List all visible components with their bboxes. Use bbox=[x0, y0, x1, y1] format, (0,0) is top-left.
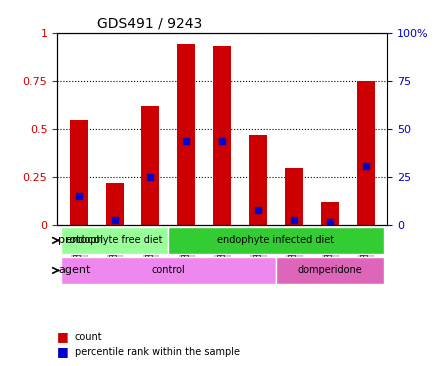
Bar bbox=[249, 135, 267, 225]
Text: GDS491 / 9243: GDS491 / 9243 bbox=[97, 16, 202, 30]
Text: domperidone: domperidone bbox=[297, 265, 362, 276]
Text: count: count bbox=[75, 332, 103, 342]
Bar bbox=[321, 202, 339, 225]
Text: endophyte infected diet: endophyte infected diet bbox=[217, 235, 334, 245]
Text: control: control bbox=[151, 265, 185, 276]
Text: ■: ■ bbox=[57, 330, 69, 343]
Text: endophyte free diet: endophyte free diet bbox=[66, 235, 163, 245]
Text: agent: agent bbox=[58, 265, 90, 276]
Text: percentile rank within the sample: percentile rank within the sample bbox=[75, 347, 240, 357]
Bar bbox=[142, 106, 159, 225]
Bar bbox=[106, 183, 124, 225]
Text: protocol: protocol bbox=[58, 235, 103, 245]
FancyBboxPatch shape bbox=[169, 227, 384, 254]
FancyBboxPatch shape bbox=[61, 227, 169, 254]
FancyBboxPatch shape bbox=[276, 257, 384, 284]
Bar bbox=[213, 46, 231, 225]
Text: ■: ■ bbox=[57, 345, 69, 358]
Bar bbox=[357, 81, 374, 225]
Bar bbox=[285, 168, 303, 225]
FancyBboxPatch shape bbox=[61, 257, 276, 284]
Bar bbox=[177, 45, 195, 225]
Bar bbox=[70, 120, 88, 225]
